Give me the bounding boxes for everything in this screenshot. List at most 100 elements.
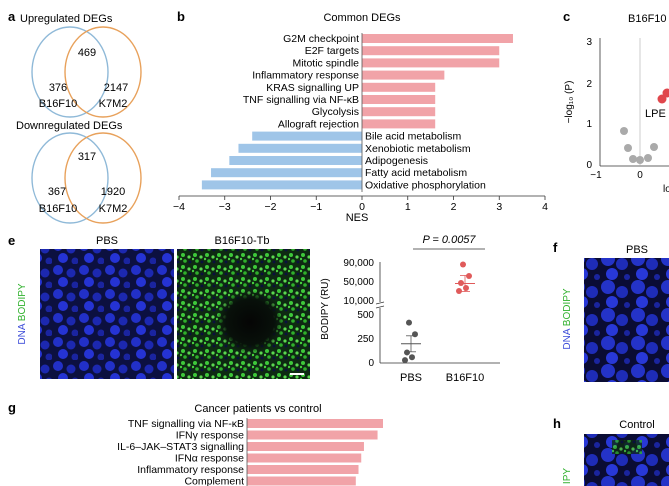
nes-bar xyxy=(252,131,362,141)
x-tick-label: −1 xyxy=(310,201,322,213)
enrichment-category-label: Complement xyxy=(184,476,244,486)
panel-g-title: Cancer patients vs control xyxy=(194,403,321,415)
panel-f: f PBS DNA BODIPY xyxy=(553,240,669,382)
panel-e-tb-label: B16F10-Tb xyxy=(214,235,269,247)
chart-b-title: Common DEGs xyxy=(323,12,401,24)
x-tick-label: 2 xyxy=(451,201,457,213)
panel-h-stain-label: IPY xyxy=(562,468,573,484)
nes-category-label: TNF signalling via NF-κB xyxy=(243,94,359,106)
nes-category-label: Adipogenesis xyxy=(365,155,428,167)
enrichment-category-label: TNF signalling via NF-κB xyxy=(128,418,244,430)
panel-c-ytick-2: 2 xyxy=(586,79,592,90)
panel-e-ylabel: BODIPY (RU) xyxy=(320,278,331,340)
panel-h-label: Control xyxy=(619,419,654,431)
dot-plot-points xyxy=(401,261,475,364)
panel-a: a Upregulated DEGs 469 376 2147 B16F10 K… xyxy=(8,9,142,224)
dot-xlabel-b16f10: B16F10 xyxy=(446,372,485,384)
panel-label-e: e xyxy=(8,233,15,248)
panel-c-xtick-0: 0 xyxy=(637,170,643,181)
micrograph-tb-dark-region xyxy=(216,290,284,354)
nes-bar xyxy=(238,143,362,153)
ytick: 250 xyxy=(357,334,374,345)
chart-b-bars xyxy=(201,34,513,190)
data-point xyxy=(402,357,408,364)
panel-label-h: h xyxy=(553,416,561,431)
data-point xyxy=(406,319,412,326)
panel-label-g: g xyxy=(8,400,16,415)
nes-category-label: Allograft rejection xyxy=(278,118,359,130)
venn-up-overlap: 469 xyxy=(78,47,96,59)
nes-bar xyxy=(362,34,513,43)
panel-c-xlabel: lo xyxy=(663,184,669,195)
nes-bar xyxy=(362,107,436,117)
enrichment-category-label: IFNα response xyxy=(175,453,244,465)
x-tick-label: 0 xyxy=(359,201,365,213)
panel-label-b: b xyxy=(177,9,185,24)
stain-bodipy: BODIPY xyxy=(17,283,28,321)
nes-category-label: Xenobiotic metabolism xyxy=(365,143,471,155)
nes-bar xyxy=(201,180,362,190)
x-tick-label: −4 xyxy=(173,201,185,213)
enrichment-category-label: Inflammatory response xyxy=(137,464,244,476)
panel-e: e PBS B16F10-Tb DNA BODIPY P = 0.0057 BO… xyxy=(8,233,500,384)
nes-bar xyxy=(362,95,436,104)
dot-axis-break xyxy=(375,305,385,309)
venn-up-title: Upregulated DEGs xyxy=(20,13,113,25)
venn-up-left-circle xyxy=(31,26,109,118)
panel-c-point xyxy=(636,156,644,164)
panel-c-point xyxy=(620,127,628,135)
panel-c: c B16F10 −log₁₀ (P) 3 2 1 0 −1 0 lo LPE xyxy=(563,9,669,195)
nes-category-label: Bile acid metabolism xyxy=(365,131,462,143)
nes-bar xyxy=(362,82,436,92)
venn-up-left-only: 376 xyxy=(49,82,67,94)
enrichment-bar xyxy=(247,476,356,486)
data-point xyxy=(456,288,462,294)
nes-category-label: KRAS signalling UP xyxy=(266,82,359,94)
venn-up-right-label: K7M2 xyxy=(99,98,128,110)
panel-c-ylabel: −log₁₀ (P) xyxy=(564,81,575,124)
ytick: 10,000 xyxy=(343,296,374,307)
enrichment-bar xyxy=(247,419,383,428)
venn-down-right-label: K7M2 xyxy=(99,203,128,215)
x-tick-label: 1 xyxy=(405,201,411,213)
nes-bar xyxy=(211,168,362,178)
panel-e-pvalue: P = 0.0057 xyxy=(422,234,476,246)
ytick: 500 xyxy=(357,310,374,321)
micrograph-f xyxy=(584,258,669,382)
ytick: 0 xyxy=(368,358,374,369)
venn-down-right-only: 1920 xyxy=(101,186,125,198)
stain-bodipy: BODIPY xyxy=(562,288,573,326)
panel-c-point xyxy=(624,144,632,152)
dot-axis-break xyxy=(375,301,385,305)
data-point xyxy=(404,349,410,356)
panel-c-xtick-neg1: −1 xyxy=(590,170,602,181)
micrograph-h-lipid xyxy=(612,440,642,454)
nes-category-label: Inflammatory response xyxy=(252,70,359,82)
data-point xyxy=(458,280,464,286)
ytick: 50,000 xyxy=(343,277,374,288)
nes-category-label: Mitotic spindle xyxy=(292,57,359,69)
enrichment-bar xyxy=(247,430,378,440)
panel-h: h Control IPY xyxy=(553,416,669,486)
x-tick-label: 3 xyxy=(496,201,502,213)
data-point xyxy=(409,354,415,361)
enrichment-bar xyxy=(247,465,359,474)
venn-down-title: Downregulated DEGs xyxy=(16,120,123,132)
x-tick-label: −2 xyxy=(265,201,277,213)
nes-category-label: Glycolysis xyxy=(312,106,359,118)
nes-category-label: E2F targets xyxy=(305,45,359,57)
nes-bar xyxy=(362,58,500,68)
data-point xyxy=(463,285,469,291)
panel-f-stain-label: DNA BODIPY xyxy=(562,288,573,349)
venn-down-left-circle xyxy=(31,132,109,224)
data-point xyxy=(412,331,418,338)
panel-e-stain-label: DNA BODIPY xyxy=(17,283,28,344)
panel-c-point xyxy=(629,155,637,163)
stain-dna: DNA xyxy=(562,328,573,349)
stain-dna: DNA xyxy=(17,323,28,344)
venn-up-right-circle xyxy=(64,26,142,118)
venn-down-left-only: 367 xyxy=(48,186,66,198)
